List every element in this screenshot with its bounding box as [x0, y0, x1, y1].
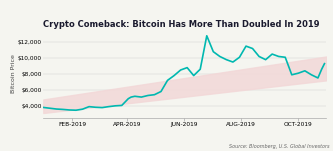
Text: Crypto Comeback: Bitcoin Has More Than Doubled In 2019: Crypto Comeback: Bitcoin Has More Than D… [43, 20, 320, 29]
Text: Source: Bloomberg, U.S. Global Investors: Source: Bloomberg, U.S. Global Investors [229, 145, 330, 149]
Y-axis label: Bitcoin Price: Bitcoin Price [11, 55, 16, 93]
